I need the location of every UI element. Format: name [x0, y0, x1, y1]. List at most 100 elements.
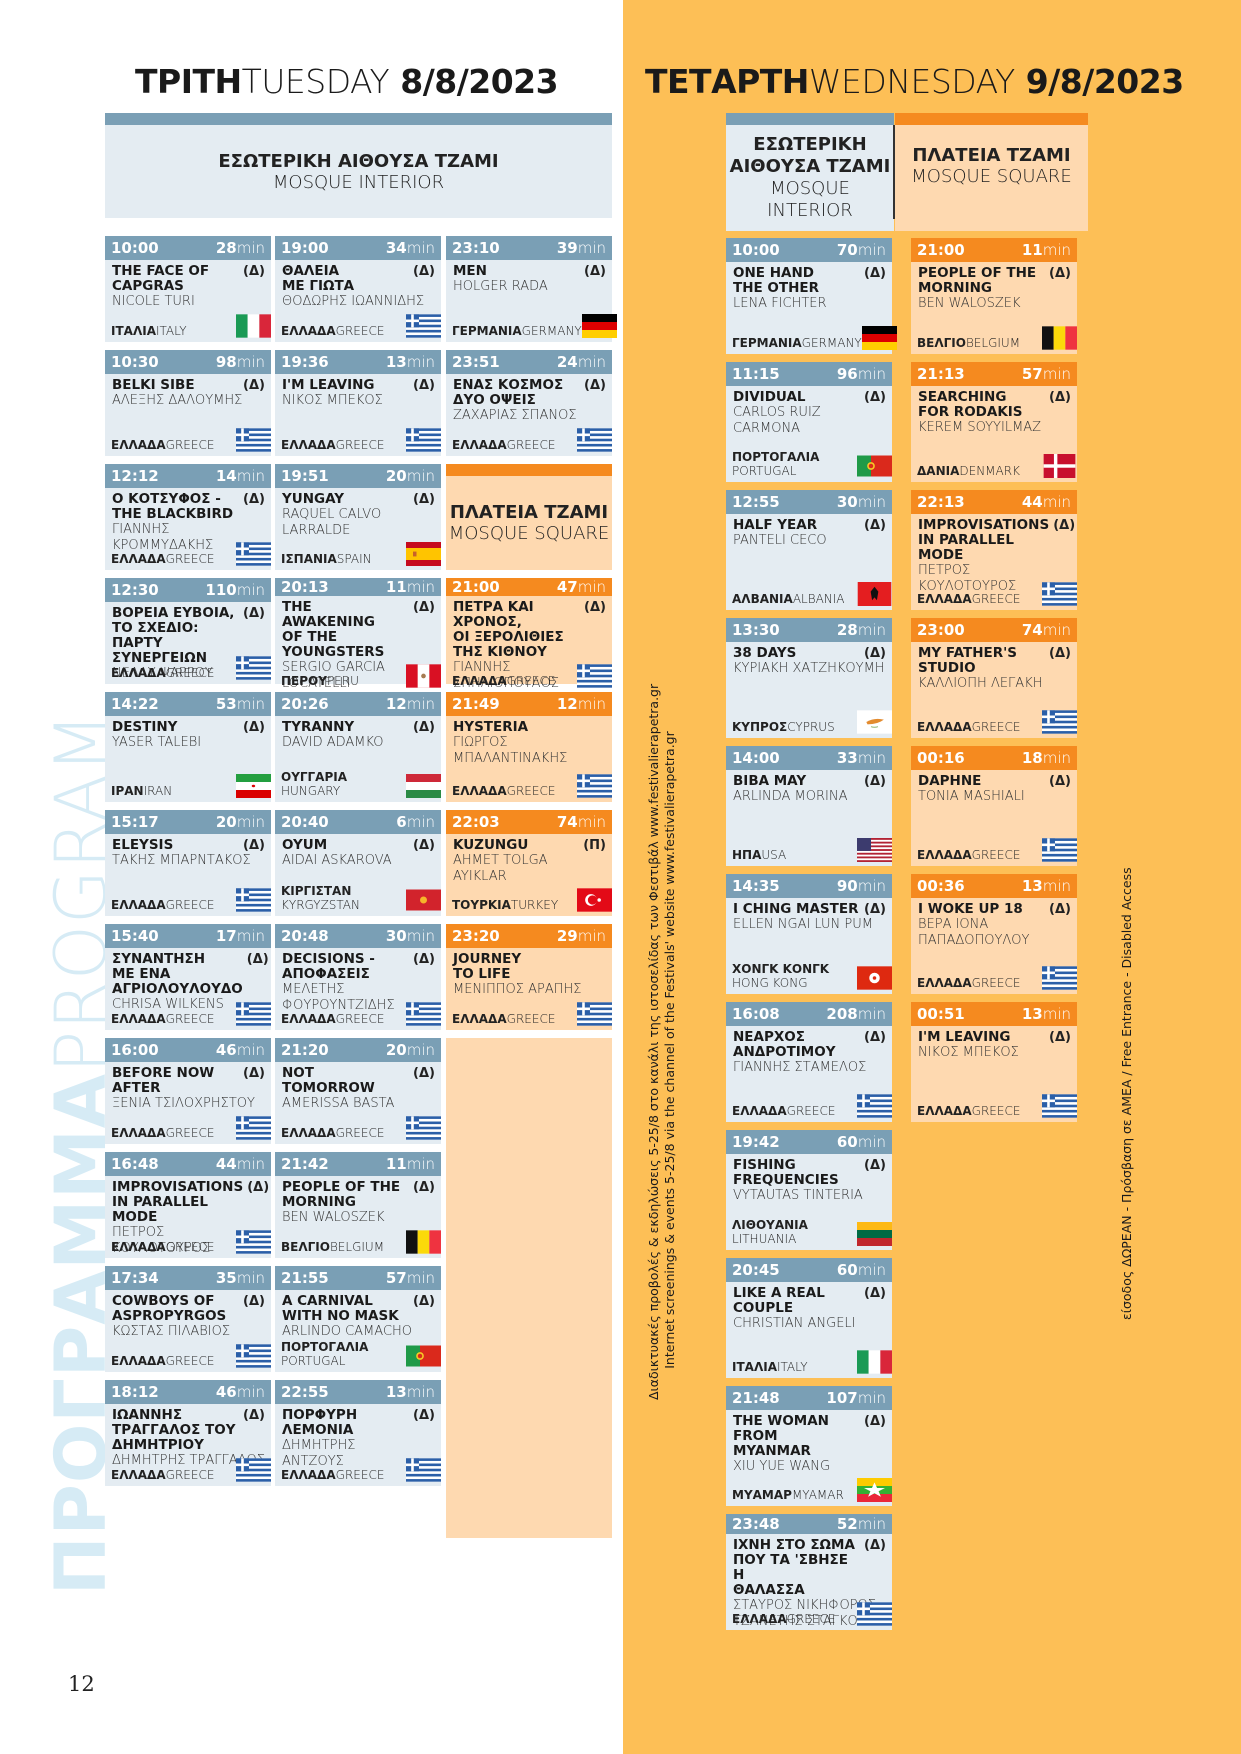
film-title: ΠΕΤΡΑ ΚΑΙ ΧΡΟΝΟΣ, ΟΙ ΞΕΡΟΛΙΘΙΕΣ ΤΗΣ ΚΙΘΝ…: [453, 599, 564, 660]
screening-card[interactable]: 19:00 34min ΘΑΛΕΙΑ ΜΕ ΓΙΩΤΑ (Δ) ΘΟΔΩΡΗΣ …: [275, 236, 441, 342]
screening-card[interactable]: 15:40 17min ΣΥΝΑΝΤΗΣΗ ΜΕ ΕΝΑ ΑΓΡΙΟΛΟΥΛΟΥ…: [105, 924, 271, 1030]
film-title: THE AWAKENING OF THE YOUNGSTERS: [282, 599, 385, 660]
country: ΕΛΛΑΔΑGREECE: [732, 1104, 836, 1118]
film-title: HYSTERIA: [453, 719, 529, 735]
country: ΜΥΑΜΑΡMYAMAR: [732, 1488, 844, 1502]
screening-card[interactable]: 10:00 28min THE FACE OF CAPGRAS (Δ) NICO…: [105, 236, 271, 342]
film-title: Ο ΚΟΤΣΥΦΟΣ - THE BLACKBIRD: [112, 491, 234, 522]
screening-card[interactable]: 19:36 13min I'M LEAVING (Δ) ΝΙΚΟΣ ΜΠΕΚΟΣ…: [275, 350, 441, 456]
country: ΕΛΛΑΔΑGREECE: [111, 1126, 215, 1140]
screening-card[interactable]: 21:55 57min A CARNIVAL WITH NO MASK (Δ) …: [275, 1266, 441, 1372]
screening-duration: 57min: [1021, 365, 1071, 383]
screening-card[interactable]: 00:16 18min DAPHNE (Δ) TONIA MASHIALI ΕΛ…: [911, 746, 1077, 866]
screening-time: 21:48: [732, 1389, 780, 1407]
flag-greece-icon: [577, 664, 612, 692]
screening-card[interactable]: 00:36 13min I WOKE UP 18 (Δ) ΒΕΡΑ ΙΟΝΑ Π…: [911, 874, 1077, 994]
film-title: LIKE A REAL COUPLE: [733, 1285, 825, 1316]
screening-card[interactable]: 21:00 47min ΠΕΤΡΑ ΚΑΙ ΧΡΟΝΟΣ, ΟΙ ΞΕΡΟΛΙΘ…: [446, 578, 612, 691]
flag-portugal-icon: [857, 454, 892, 482]
screening-card[interactable]: 18:12 46min ΙΩΑΝΝΗΣ ΤΡΑΓΓΑΛΟΣ ΤΟΥ ΔΗΜΗΤΡ…: [105, 1380, 271, 1486]
screening-card[interactable]: 17:34 35min COWBOYS OF ASPROPYRGOS (Δ) Κ…: [105, 1266, 271, 1372]
screening-time: 11:15: [732, 365, 780, 383]
country: ΕΛΛΑΔΑGREECE: [917, 720, 1021, 734]
country: ΕΛΛΑΔΑGREECE: [281, 1012, 385, 1026]
screening-card[interactable]: 13:30 28min 38 DAYS (Δ) ΚΥΡΙΑΚΗ ΧΑΤΖΗΚΟΥ…: [726, 618, 892, 738]
director: ΝΙΚΟΣ ΜΠΕΚΟΣ: [918, 1045, 1019, 1060]
screening-card[interactable]: 21:20 20min NOT TOMORROW (Δ) AMERISSA BA…: [275, 1038, 441, 1144]
tuesday-column-1: 10:00 28min THE FACE OF CAPGRAS (Δ) NICO…: [105, 236, 271, 1486]
flag-belgium-icon: [406, 1230, 441, 1258]
film-title: ΙΩΑΝΝΗΣ ΤΡΑΓΓΑΛΟΣ ΤΟΥ ΔΗΜΗΤΡΙΟΥ: [112, 1407, 236, 1453]
screening-card[interactable]: 22:55 13min ΠΟΡΦΥΡΗ ΛΕΜΟΝΙΑ (Δ) ΔΗΜΗΤΡΗΣ…: [275, 1380, 441, 1486]
screening-card[interactable]: 14:00 33min BIBA MAY (Δ) ARLINDA MORINA …: [726, 746, 892, 866]
screening-duration: 74min: [556, 813, 606, 831]
screening-card[interactable]: 12:55 30min HALF YEAR (Δ) PANTELI CECO Α…: [726, 490, 892, 610]
screening-card[interactable]: 21:42 11min PEOPLE OF THE MORNING (Δ) BE…: [275, 1152, 441, 1258]
screening-card[interactable]: 14:35 90min I CHING MASTER (Δ) ELLEN NGA…: [726, 874, 892, 994]
screening-card[interactable]: 12:30 110min ΒΟΡΕΙΑ ΕΥΒΟΙΑ, ΤΟ ΣΧΕΔΙΟ: Π…: [105, 578, 271, 684]
director: ΝΙΚΟΣ ΜΠΕΚΟΣ: [282, 393, 383, 408]
director: ARLINDA MORINA: [733, 789, 848, 804]
screening-card[interactable]: 14:22 53min DESTINY (Δ) YASER TALEBI ΙΡΑ…: [105, 692, 271, 802]
film-title: ELEYSIS: [112, 837, 174, 853]
film-title: 38 DAYS: [733, 645, 797, 661]
screening-card[interactable]: 21:00 11min PEOPLE OF THE MORNING (Δ) BE…: [911, 238, 1077, 354]
screening-card[interactable]: 23:48 52min ΙΧΝΗ ΣΤΟ ΣΩΜΑ ΠΟΥ ΤΑ 'ΣΒΗΣΕ …: [726, 1514, 892, 1630]
screening-tag: (Δ): [243, 492, 265, 507]
screening-card[interactable]: 23:51 24min ΕΝΑΣ ΚΟΣΜΟΣ ΔΥΟ ΟΨΕΙΣ (Δ) ΖΑ…: [446, 350, 612, 456]
screening-card[interactable]: 15:17 20min ELEYSIS (Δ) ΤΑΚΗΣ ΜΠΑΡΝΤΑΚΟΣ…: [105, 810, 271, 916]
screening-card[interactable]: 12:12 14min Ο ΚΟΤΣΥΦΟΣ - THE BLACKBIRD (…: [105, 464, 271, 570]
screening-tag: (Δ): [864, 1030, 886, 1045]
screening-time: 19:51: [281, 467, 329, 485]
film-title: DIVIDUAL: [733, 389, 806, 405]
screening-card[interactable]: 16:08 208min ΝΕΑΡΧΟΣ ΑΝΔΡΟΤΙΜΟΥ (Δ) ΓΙΑΝ…: [726, 1002, 892, 1122]
screening-card[interactable]: 10:30 98min BELKI SIBE (Δ) ΑΛΕΞΗΣ ΔΑΛΟΥΜ…: [105, 350, 271, 456]
country: ΕΛΛΑΔΑGREECE: [452, 674, 556, 688]
screening-duration: 13min: [385, 1383, 435, 1401]
screening-time: 23:20: [452, 927, 500, 945]
screening-card[interactable]: 21:49 12min HYSTERIA ΓΙΩΡΓΟΣ ΜΠΑΛΑΝΤΙΝΑΚ…: [446, 692, 612, 802]
tuesday-column-3: 23:10 39min MEN (Δ) HOLGER RADA ΓΕΡΜΑΝΙΑ…: [446, 236, 617, 1538]
screening-card[interactable]: 23:00 74min MY FATHER'S STUDIO (Δ) ΚΑΛΛΙ…: [911, 618, 1077, 738]
flag-lithuania-icon: [857, 1222, 892, 1250]
screening-header: 23:48 52min: [726, 1514, 892, 1534]
flag-greece-icon: [236, 1344, 271, 1372]
screening-card[interactable]: 00:51 13min I'M LEAVING (Δ) ΝΙΚΟΣ ΜΠΕΚΟΣ…: [911, 1002, 1077, 1122]
screening-card[interactable]: 16:48 44min IMPROVISATIONS IN PARALLEL M…: [105, 1152, 271, 1258]
director: XIU YUE WANG: [733, 1459, 831, 1474]
screening-duration: 29min: [556, 927, 606, 945]
director: ΓΙΑΝΝΗΣ ΚΡΟΜΜΥΔΑΚΗΣ: [112, 522, 214, 553]
screening-card[interactable]: 20:13 11min THE AWAKENING OF THE YOUNGST…: [275, 578, 441, 691]
flag-greece-icon: [236, 656, 271, 684]
screening-header: 19:51 20min: [275, 464, 441, 488]
country: ΒΕΛΓΙΟBELGIUM: [281, 1240, 385, 1254]
screening-tag: (Δ): [1049, 774, 1071, 789]
screening-card[interactable]: 22:13 44min IMPROVISATIONS IN PARALLEL M…: [911, 490, 1077, 610]
country: ΕΛΛΑΔΑGREECE: [917, 976, 1021, 990]
screening-tag: (Δ): [413, 378, 435, 393]
screening-card[interactable]: 20:48 30min DECISIONS - ΑΠΟΦΑΣΕΙΣ (Δ) ΜΕ…: [275, 924, 441, 1030]
screening-tag: (Δ): [243, 264, 265, 279]
screening-card[interactable]: 21:13 57min SEARCHING FOR RODAKIS (Δ) KE…: [911, 362, 1077, 482]
screening-card[interactable]: 20:26 12min TYRANNY (Δ) DAVID ADAMKO ΟΥΓ…: [275, 692, 441, 802]
tuesday-venue-square-header: ΠΛΑΤΕΙΑ ΤΖΑΜΙ MOSQUE SQUARE: [446, 464, 612, 570]
flag-greece-icon: [406, 1116, 441, 1144]
screening-header: 13:30 28min: [726, 618, 892, 642]
screening-card[interactable]: 21:48 107min THE WOMAN FROM MYANMAR (Δ) …: [726, 1386, 892, 1506]
screening-card[interactable]: 16:00 46min BEFORE NOW AFTER (Δ) ΞΕΝΙΑ Τ…: [105, 1038, 271, 1144]
screening-duration: 30min: [836, 493, 886, 511]
screening-card[interactable]: 10:00 70min ONE HAND THE OTHER (Δ) LENA …: [726, 238, 897, 354]
flag-greece-icon: [236, 428, 271, 456]
screening-card[interactable]: 23:20 29min JOURNEY TO LIFE ΜΕΝΙΠΠΟΣ ΑΡΑ…: [446, 924, 612, 1030]
screening-card[interactable]: 19:42 60min FISHING FREQUENCIES (Δ) VYTA…: [726, 1130, 892, 1250]
screening-card[interactable]: 19:51 20min YUNGAY (Δ) RAQUEL CALVO LARR…: [275, 464, 441, 570]
flag-kyrgyzstan-icon: [406, 888, 441, 916]
director: AHMET TOLGA AYIKLAR: [453, 853, 548, 884]
screening-card[interactable]: 11:15 96min DIVIDUAL (Δ) CARLOS RUIZ CAR…: [726, 362, 892, 482]
screening-card[interactable]: 23:10 39min MEN (Δ) HOLGER RADA ΓΕΡΜΑΝΙΑ…: [446, 236, 617, 342]
screening-card[interactable]: 22:03 74min KUZUNGU (Π) AHMET TOLGA AYIK…: [446, 810, 612, 916]
screening-tag: (Δ): [413, 952, 435, 967]
flag-greece-icon: [406, 314, 441, 342]
screening-card[interactable]: 20:45 60min LIKE A REAL COUPLE (Δ) CHRIS…: [726, 1258, 892, 1378]
screening-card[interactable]: 20:40 6min OYUM (Δ) AIDAI ASKAROVA ΚΙΡΓΙ…: [275, 810, 441, 916]
